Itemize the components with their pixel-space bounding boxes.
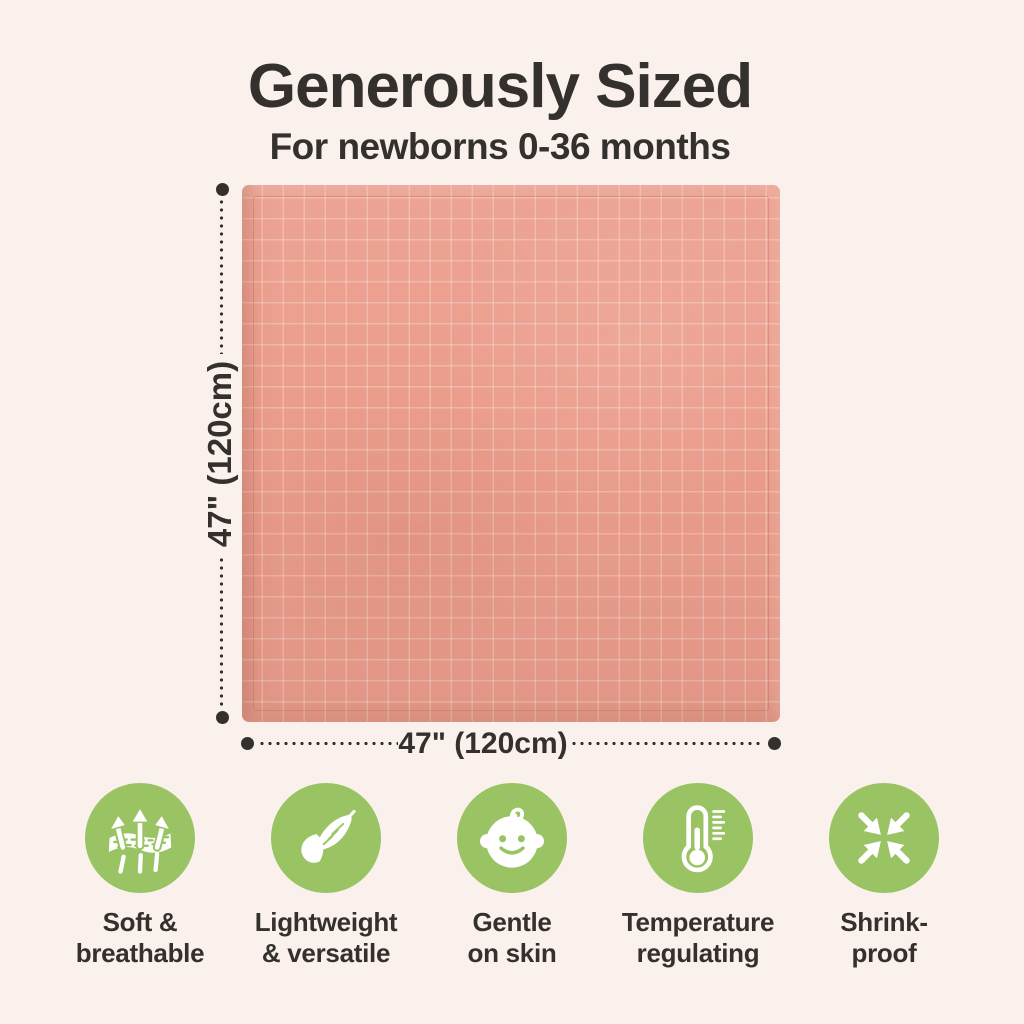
page-title: Generously Sized — [247, 52, 753, 121]
feature-label-line2: breathable — [75, 937, 205, 968]
feature-shrink-proof: Shrink- proof — [791, 783, 977, 968]
dimension-line-vertical — [220, 198, 223, 354]
feature-label: Temperature regulating — [621, 907, 775, 968]
feature-label-line2: regulating — [636, 937, 760, 968]
feature-label-line1: Temperature — [621, 907, 775, 937]
dimension-line-horizontal — [570, 742, 764, 745]
height-dimension-label: 47" (120cm) — [201, 360, 238, 548]
feature-label: Gentle on skin — [468, 907, 557, 968]
breathable-fabric-icon — [107, 806, 173, 874]
thermometer-icon — [681, 805, 726, 873]
dimension-line-vertical — [220, 556, 223, 710]
feather-icon — [301, 809, 356, 863]
dimension-endpoint-dot — [768, 737, 781, 750]
page-subtitle: For newborns 0-36 months — [269, 126, 731, 167]
baby-face-icon — [480, 807, 544, 868]
feature-label-line1: Shrink- — [840, 907, 928, 937]
feature-label-line1: Gentle — [472, 907, 552, 937]
feature-circle — [85, 783, 195, 893]
feature-label: Soft & breathable — [76, 907, 205, 968]
shrink-arrows-icon — [858, 812, 910, 864]
blanket-swatch — [242, 185, 780, 722]
feature-label-line2: proof — [851, 937, 917, 968]
feature-temperature-regulating: Temperature regulating — [605, 783, 791, 968]
feature-circle — [643, 783, 753, 893]
feature-label-line2: on skin — [467, 937, 557, 968]
dimension-endpoint-dot — [216, 183, 229, 196]
feature-circle — [271, 783, 381, 893]
feature-label-line2: & versatile — [261, 937, 391, 968]
feature-circle — [829, 783, 939, 893]
feature-circle — [457, 783, 567, 893]
dimension-endpoint-dot — [241, 737, 254, 750]
dimension-line-horizontal — [258, 742, 398, 745]
feature-label-line1: Soft & — [102, 907, 178, 937]
feature-row: Soft & breathable Lightweight & versatil… — [0, 783, 1024, 968]
feature-lightweight-versatile: Lightweight & versatile — [233, 783, 419, 968]
feature-label: Shrink- proof — [840, 907, 928, 968]
dimension-endpoint-dot — [216, 711, 229, 724]
feature-gentle-on-skin: Gentle on skin — [419, 783, 605, 968]
feature-soft-breathable: Soft & breathable — [47, 783, 233, 968]
feature-label-line1: Lightweight — [254, 907, 398, 937]
feature-label: Lightweight & versatile — [255, 907, 398, 968]
width-dimension-label: 47" (120cm) — [398, 727, 568, 760]
